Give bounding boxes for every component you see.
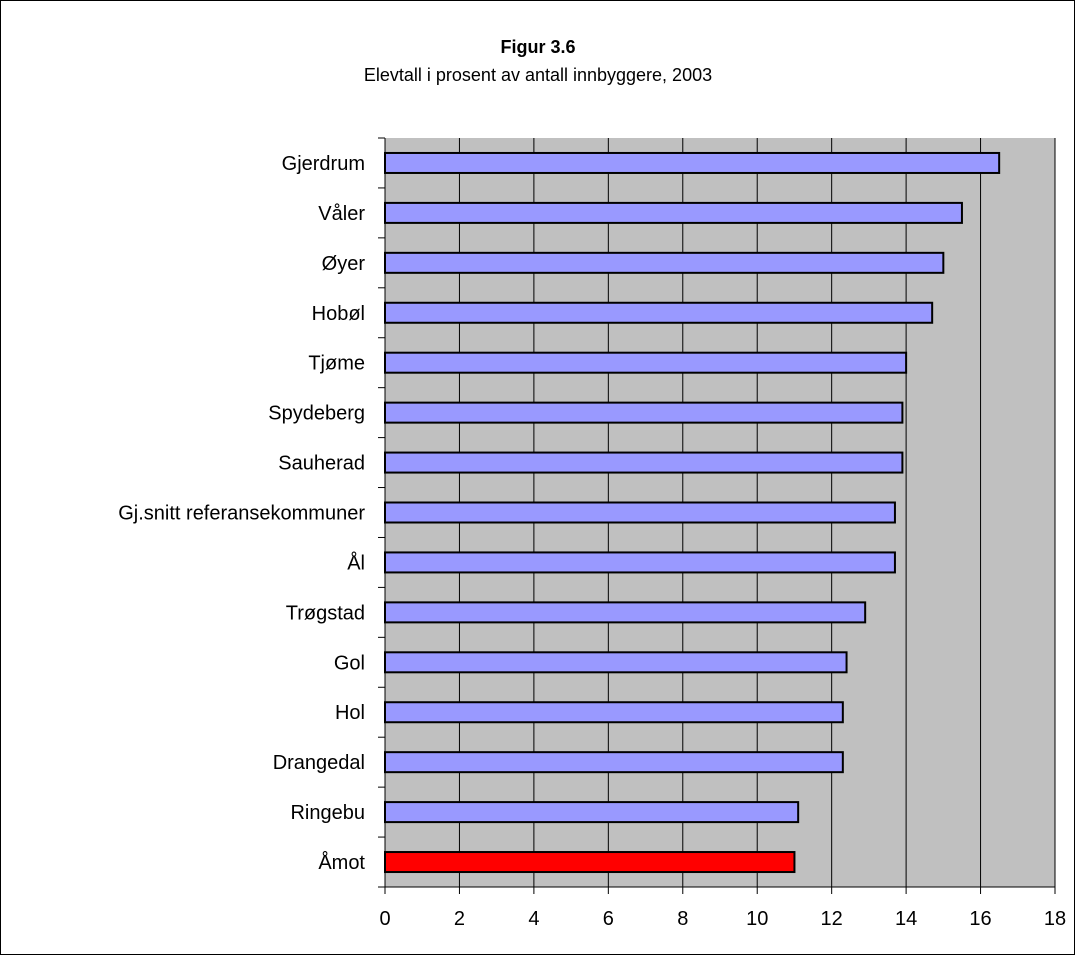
bar-hol [384, 701, 844, 724]
category-label: Gjerdrum [282, 153, 365, 175]
category-label: Gj.snitt referansekommuner [118, 503, 365, 525]
bar-gol [384, 651, 848, 674]
bar-drangedal [384, 751, 844, 774]
x-tick-label: 8 [677, 908, 688, 930]
category-label: Øyer [322, 253, 366, 275]
category-label: Sauherad [278, 453, 365, 475]
bar-gjerdrum [384, 151, 1001, 174]
bar-ringebu [384, 801, 800, 824]
category-label: Hol [335, 702, 365, 724]
y-axis: Gjerdrum Våler Øyer Hobøl Tjøme Spydeberg Sauh… [118, 137, 386, 888]
bar-våler [384, 201, 963, 224]
bar-trøgstad [384, 601, 867, 624]
category-label: Tjøme [308, 353, 365, 375]
category-label: Gol [334, 652, 365, 674]
x-tick-label: 18 [1044, 908, 1066, 930]
bar-øyer [384, 251, 945, 274]
category-label: Ringebu [290, 802, 365, 824]
bar-tjøme [384, 351, 908, 374]
x-axis: 0 2 4 6 8 10 12 14 16 18 [379, 886, 1066, 930]
x-tick-label: 0 [379, 908, 390, 930]
x-tick-label: 10 [746, 908, 768, 930]
bar-ål [384, 551, 896, 574]
category-label: Våler [318, 203, 365, 225]
category-label: Spydeberg [268, 403, 365, 425]
chart-subtitle: Elevtall i prosent av antall innbyggere,… [364, 65, 712, 85]
x-tick-label: 6 [603, 908, 614, 930]
bar-sauherad [384, 451, 904, 474]
category-label: Trøgstad [286, 602, 365, 624]
x-tick-label: 16 [969, 908, 991, 930]
category-label: Drangedal [273, 752, 365, 774]
category-label: Hobøl [312, 303, 365, 325]
bar-gj-snitt-referansekommuner [384, 501, 896, 524]
category-label: Ål [347, 551, 365, 574]
x-tick-label: 2 [454, 908, 465, 930]
x-tick-label: 4 [528, 908, 539, 930]
x-tick-label: 12 [821, 908, 843, 930]
bar-åmot [384, 851, 796, 874]
bar-hobøl [384, 301, 934, 324]
bar-spydeberg [384, 401, 904, 424]
category-label: Åmot [318, 851, 365, 874]
x-tick-label: 14 [895, 908, 917, 930]
chart-title: Figur 3.6 [500, 37, 575, 57]
